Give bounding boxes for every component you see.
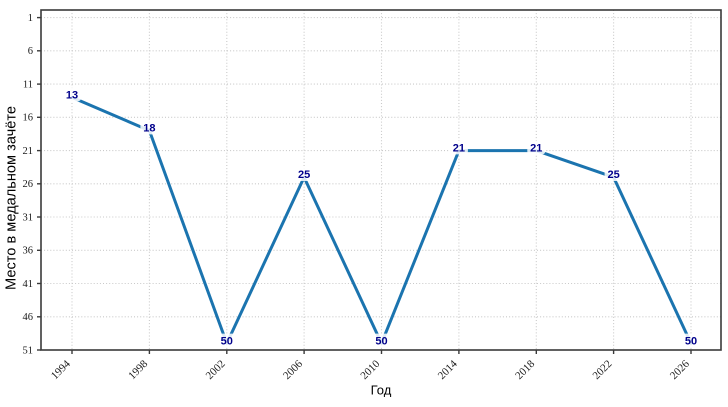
svg-text:1: 1 [28, 13, 33, 24]
svg-text:Место в медальном зачёте: Место в медальном зачёте [4, 106, 20, 290]
svg-text:16: 16 [23, 113, 34, 124]
svg-text:25: 25 [607, 169, 619, 181]
svg-text:11: 11 [23, 79, 33, 90]
svg-text:Год: Год [371, 382, 392, 397]
svg-text:50: 50 [375, 335, 387, 347]
svg-text:26: 26 [23, 179, 34, 190]
svg-text:46: 46 [23, 312, 34, 323]
svg-text:36: 36 [23, 246, 34, 257]
svg-text:41: 41 [23, 279, 34, 290]
svg-text:21: 21 [453, 143, 465, 155]
svg-text:21: 21 [23, 146, 34, 157]
svg-text:21: 21 [530, 143, 542, 155]
svg-text:50: 50 [685, 335, 697, 347]
svg-text:25: 25 [298, 169, 310, 181]
svg-text:6: 6 [28, 46, 33, 57]
svg-text:18: 18 [143, 123, 155, 135]
svg-text:50: 50 [221, 335, 233, 347]
svg-text:13: 13 [66, 89, 78, 101]
svg-text:51: 51 [23, 345, 34, 356]
svg-text:31: 31 [23, 212, 34, 223]
